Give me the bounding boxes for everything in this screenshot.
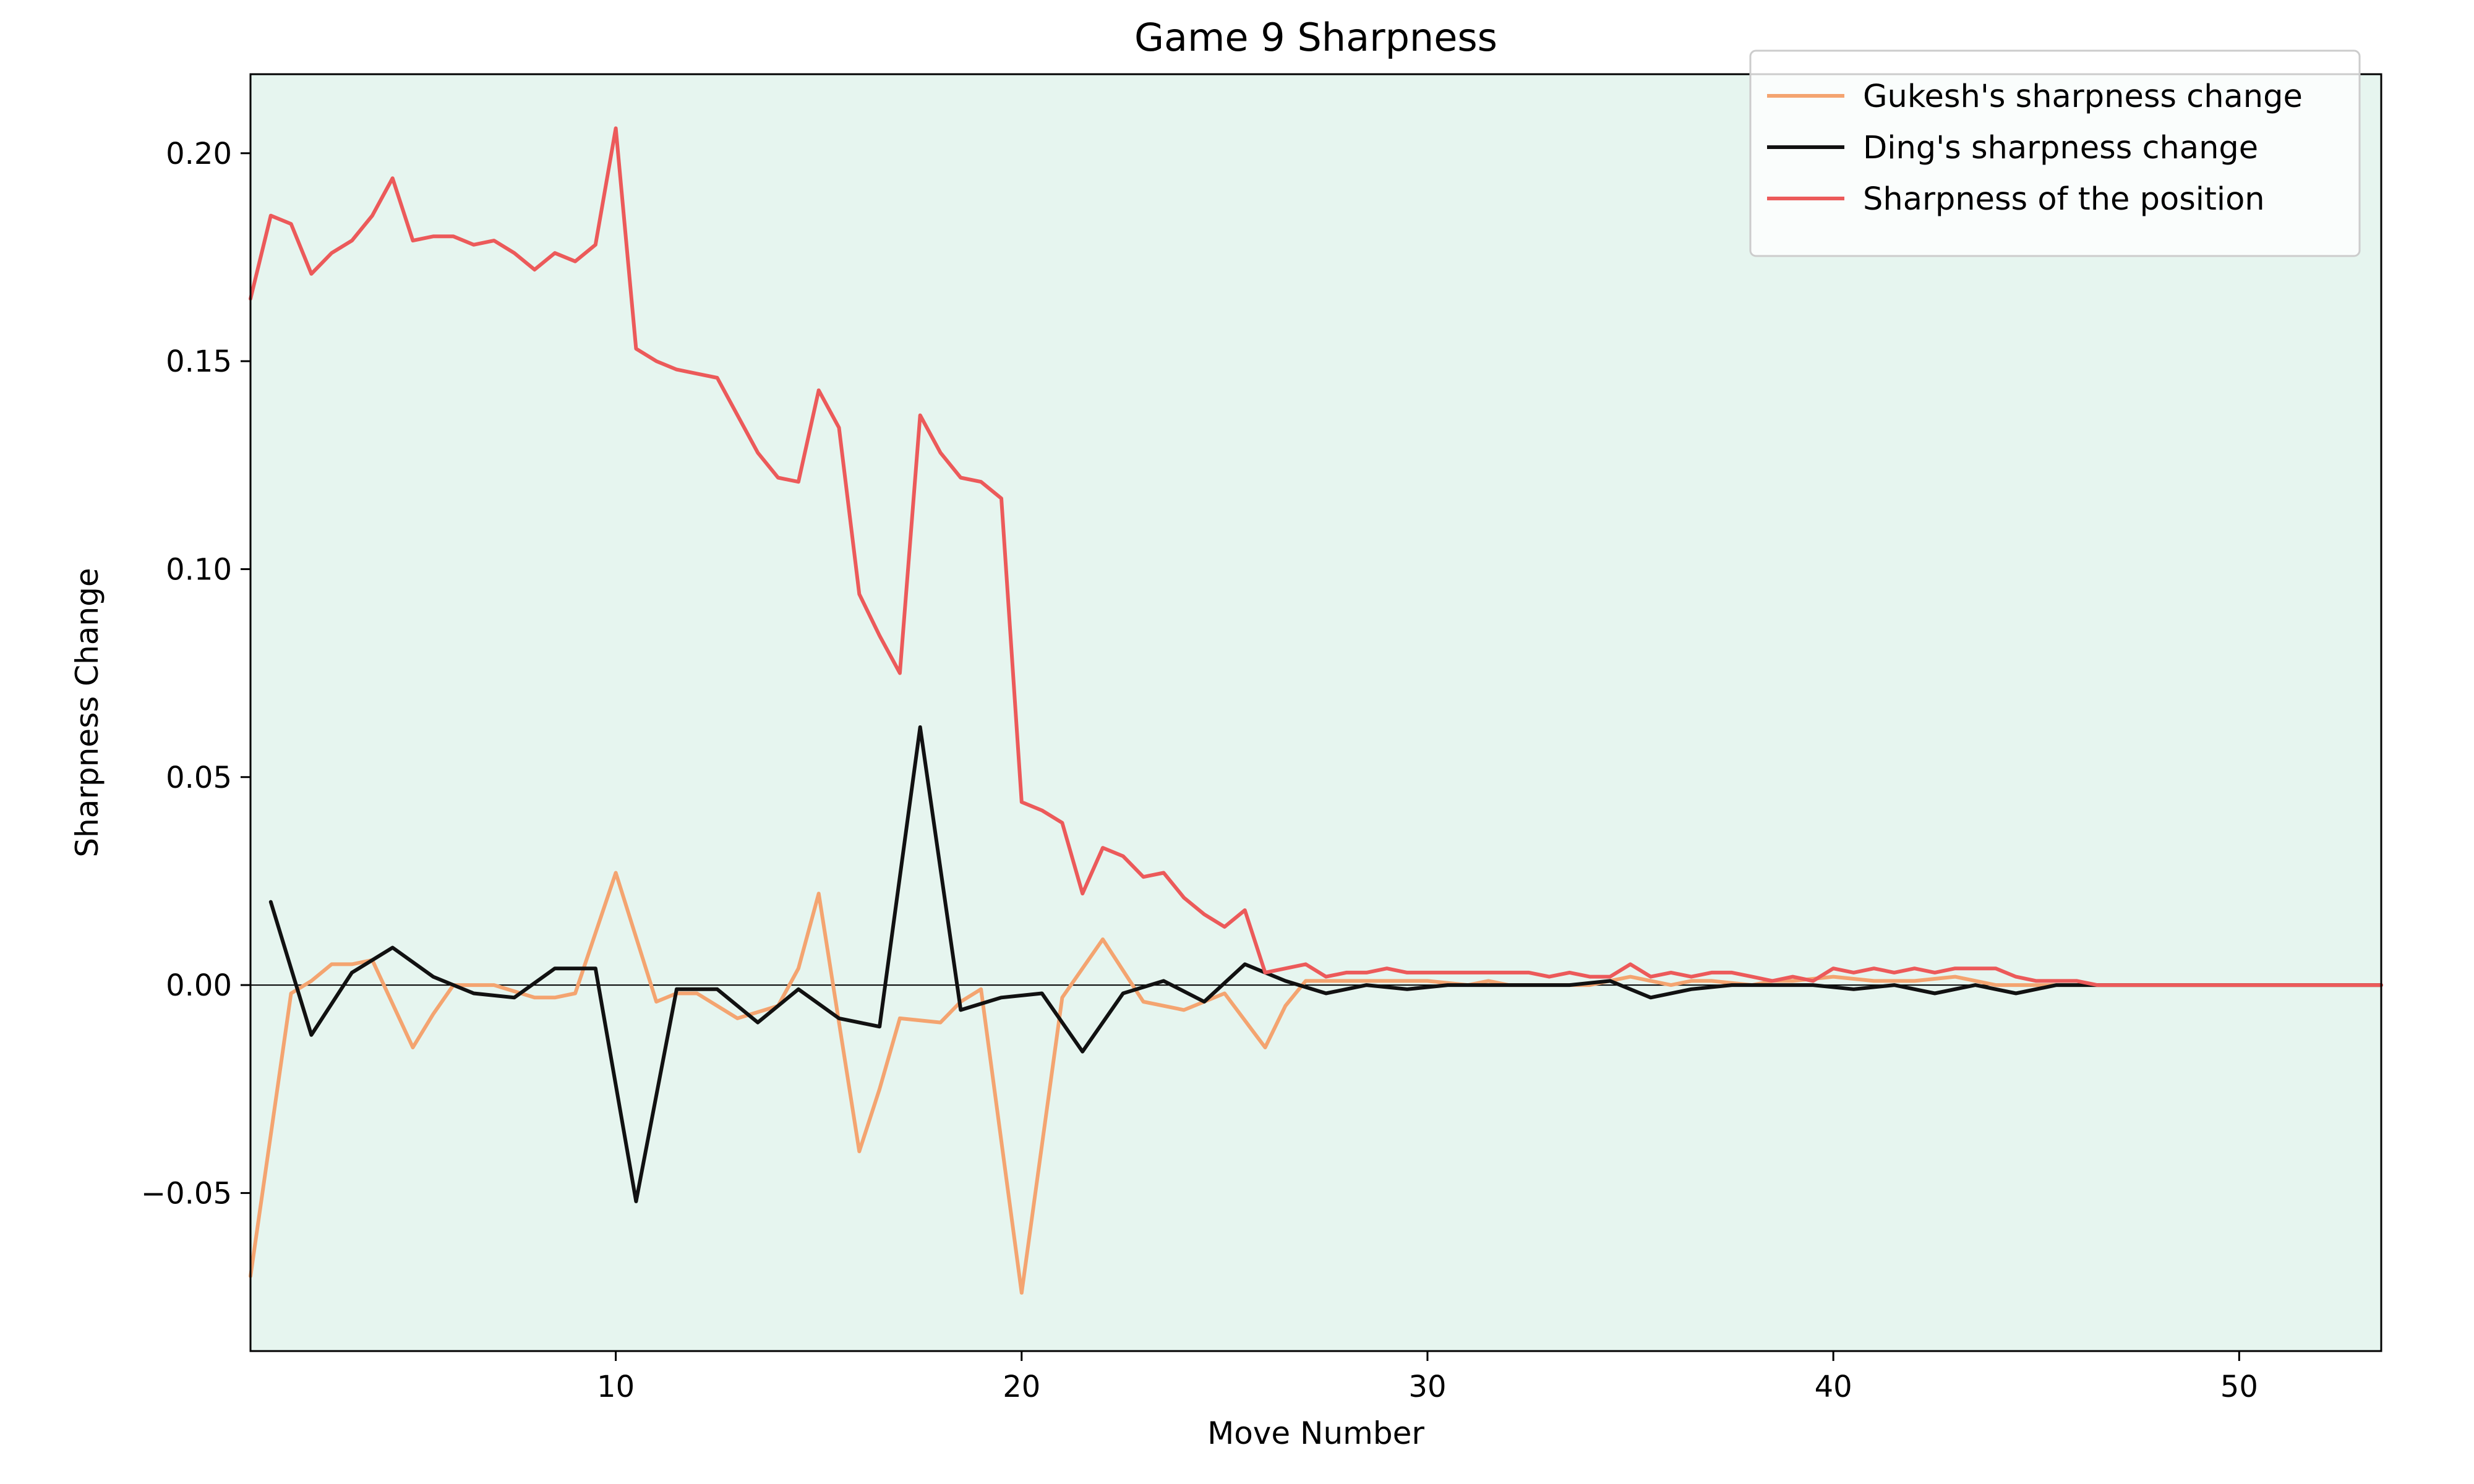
legend-label-2: Ding's sharpness change — [1863, 130, 2258, 166]
y-tick-label: 0.00 — [166, 968, 232, 1003]
y-tick-label: −0.05 — [141, 1176, 232, 1211]
series-line-3 — [249, 126, 2383, 987]
x-tick-label: 50 — [2220, 1370, 2258, 1404]
y-tick-label: 0.05 — [166, 761, 232, 795]
chart-title: Game 9 Sharpness — [1134, 15, 1497, 60]
y-tick-label: 0.10 — [166, 552, 232, 587]
x-tick-label: 10 — [597, 1370, 635, 1404]
x-tick-label: 40 — [1815, 1370, 1852, 1404]
series-line-2 — [268, 725, 2383, 1203]
legend-label-3: Sharpness of the position — [1863, 181, 2265, 218]
plot-area — [250, 74, 2381, 1351]
x-tick-label: 20 — [1003, 1370, 1040, 1404]
legend-label-1: Gukesh's sharpness change — [1863, 79, 2303, 115]
y-tick-label: 0.15 — [166, 344, 232, 379]
series-line-1 — [249, 871, 2383, 1295]
plot-frame — [249, 73, 2382, 1352]
y-tick-label: 0.20 — [166, 137, 232, 171]
x-axis-title: Move Number — [1207, 1415, 1424, 1451]
legend: Gukesh's sharpness change Ding's sharpnes… — [1749, 49, 2361, 257]
legend-box — [1749, 49, 2361, 257]
y-axis-title: Sharpness Change — [69, 568, 105, 857]
x-tick-label: 30 — [1408, 1370, 1446, 1404]
